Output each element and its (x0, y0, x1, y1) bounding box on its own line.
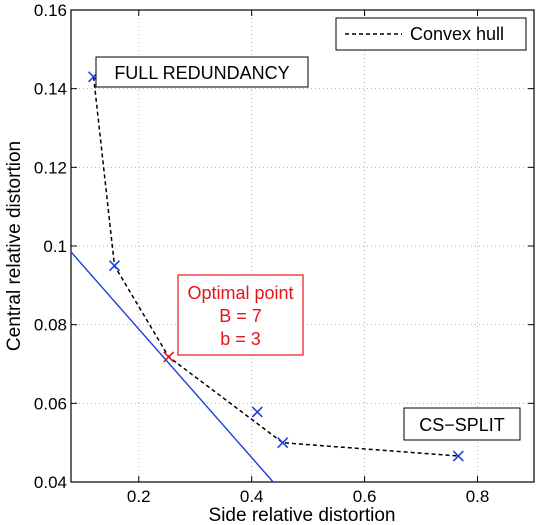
optimal-point-line-2: B = 7 (219, 306, 262, 326)
y-tick-label: 0.08 (34, 316, 67, 335)
y-tick-label: 0.1 (43, 237, 67, 256)
optimal-point-line-1: Optimal point (187, 283, 293, 303)
grid (71, 10, 534, 482)
annotation-cs-split: CS−SPLIT (403, 407, 521, 441)
y-tick-label: 0.06 (34, 394, 67, 413)
y-tick-label: 0.12 (34, 158, 67, 177)
legend-entry-convex-hull: Convex hull (410, 24, 504, 44)
data-point-marker (277, 437, 289, 449)
full-redundancy-label: FULL REDUNDANCY (114, 63, 289, 83)
cs-split-box (403, 407, 521, 441)
full-redundancy-box (95, 56, 309, 88)
y-tick-label: 0.14 (34, 80, 67, 99)
x-tick-label: 0.8 (466, 487, 490, 506)
annotation-optimal-point: Optimal point B = 7 b = 3 (177, 274, 304, 356)
x-tick-label: 0.2 (127, 487, 151, 506)
annotation-full-redundancy: FULL REDUNDANCY (95, 56, 309, 88)
data-point-marker (452, 450, 464, 462)
y-tick-label: 0.04 (34, 473, 67, 492)
data-point-marker (163, 351, 175, 363)
y-axis-label: Central relative distortion (4, 141, 25, 351)
x-axis-label: Side relative distortion (209, 505, 396, 525)
data-point-marker (108, 260, 121, 272)
optimal-point-box (177, 274, 304, 356)
x-tick-label: 0.6 (353, 487, 377, 506)
axis-ticks: 0.2 0.4 0.6 0.8 0.04 0.06 0.08 0.1 0.12 0.14 0.16 (34, 1, 534, 506)
legend: Convex hull (335, 17, 527, 51)
data-point-marker (251, 406, 263, 418)
cs-split-label: CS−SPLIT (419, 415, 505, 435)
optimal-point-line-3: b = 3 (220, 329, 261, 349)
tangent-line (70, 251, 274, 483)
y-tick-label: 0.16 (34, 1, 67, 20)
x-tick-label: 0.4 (240, 487, 264, 506)
series-convex-hull (92, 76, 459, 457)
